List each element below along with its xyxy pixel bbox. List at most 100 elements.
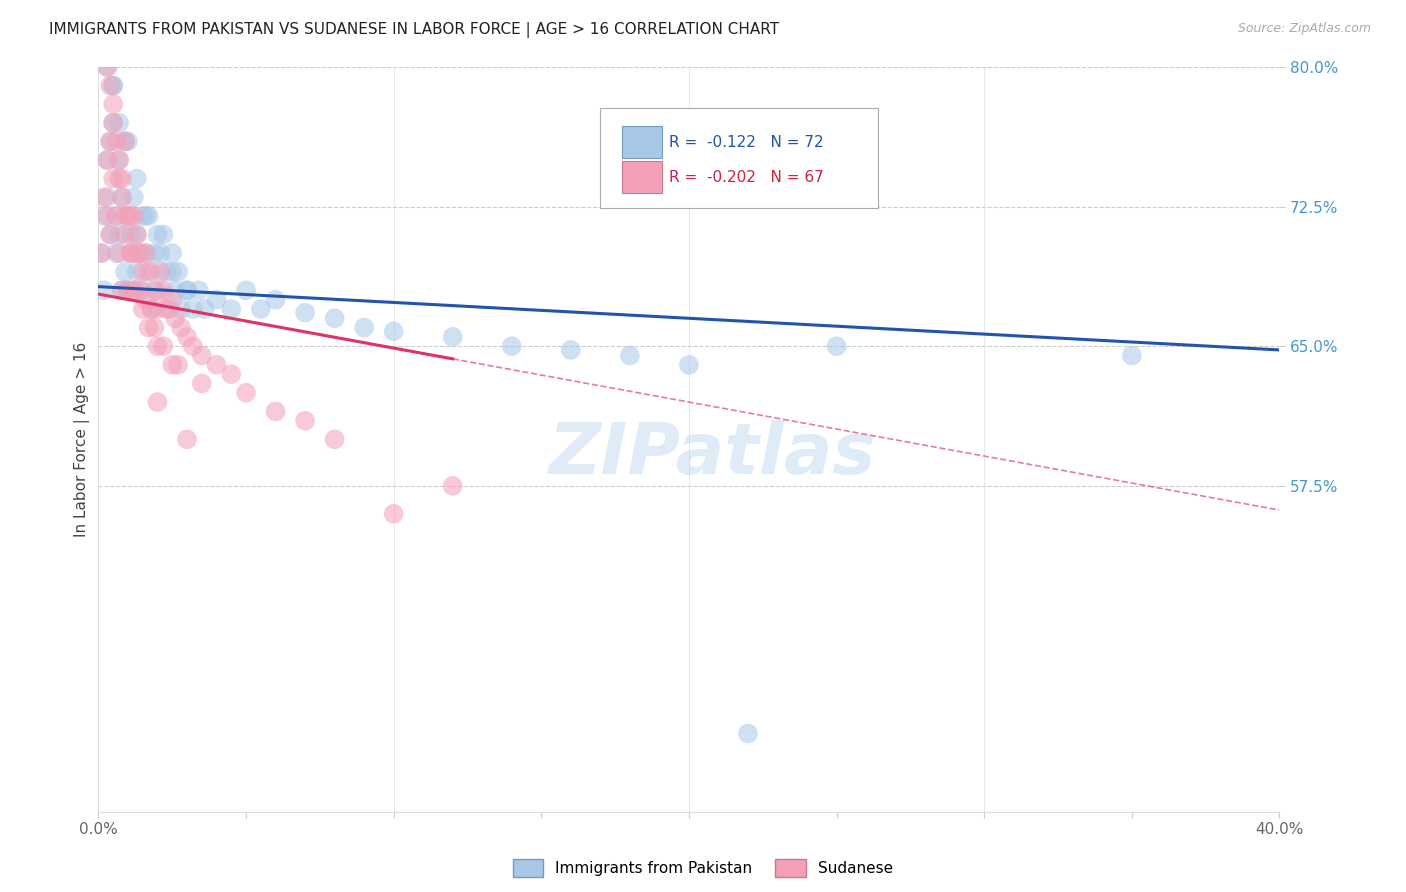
Point	[152, 283, 174, 297]
Point	[619, 349, 641, 363]
Point	[128, 246, 150, 260]
Legend: Immigrants from Pakistan, Sudanese: Immigrants from Pakistan, Sudanese	[506, 854, 900, 883]
Point	[111, 171, 134, 186]
Point	[108, 153, 131, 167]
Point	[141, 265, 163, 279]
Point	[825, 339, 848, 353]
Point	[382, 324, 405, 338]
Point	[125, 227, 148, 242]
Point	[125, 265, 148, 279]
Point	[105, 246, 128, 260]
Point	[117, 283, 139, 297]
Point	[176, 283, 198, 297]
Point	[176, 433, 198, 447]
Point	[170, 320, 193, 334]
Point	[194, 301, 217, 316]
Point	[125, 246, 148, 260]
Point	[146, 395, 169, 409]
Point	[221, 301, 243, 316]
Point	[114, 227, 136, 242]
Point	[117, 134, 139, 148]
Point	[141, 301, 163, 316]
Point	[98, 134, 121, 148]
Point	[90, 246, 112, 260]
Point	[128, 246, 150, 260]
Point	[205, 293, 228, 307]
Point	[152, 227, 174, 242]
Point	[152, 339, 174, 353]
Point	[117, 209, 139, 223]
Point	[181, 301, 204, 316]
Point	[135, 246, 157, 260]
Point	[103, 171, 125, 186]
Point	[108, 116, 131, 130]
Point	[441, 479, 464, 493]
Point	[108, 246, 131, 260]
Text: R =  -0.202   N = 67: R = -0.202 N = 67	[669, 169, 824, 185]
Point	[132, 265, 155, 279]
Point	[128, 283, 150, 297]
Point	[138, 265, 160, 279]
Point	[105, 209, 128, 223]
FancyBboxPatch shape	[621, 127, 662, 158]
Point	[93, 209, 115, 223]
Point	[103, 116, 125, 130]
Point	[108, 153, 131, 167]
Point	[155, 265, 177, 279]
Point	[191, 376, 214, 391]
Point	[294, 306, 316, 320]
Point	[108, 171, 131, 186]
Point	[120, 246, 142, 260]
Point	[162, 358, 183, 372]
Point	[98, 227, 121, 242]
Point	[167, 358, 190, 372]
Point	[264, 404, 287, 418]
Point	[114, 134, 136, 148]
Point	[165, 283, 187, 297]
Point	[96, 60, 118, 74]
Point	[117, 283, 139, 297]
Point	[162, 246, 183, 260]
Point	[235, 283, 257, 297]
Point	[138, 320, 160, 334]
Point	[111, 190, 134, 204]
Point	[149, 265, 172, 279]
Point	[382, 507, 405, 521]
Point	[141, 301, 163, 316]
Point	[135, 209, 157, 223]
Text: ZIPatlas: ZIPatlas	[548, 420, 876, 489]
Point	[122, 283, 145, 297]
Point	[120, 209, 142, 223]
Point	[103, 116, 125, 130]
Point	[205, 358, 228, 372]
Point	[105, 209, 128, 223]
Point	[96, 209, 118, 223]
Point	[105, 134, 128, 148]
Point	[146, 227, 169, 242]
Point	[143, 283, 166, 297]
Point	[125, 227, 148, 242]
Point	[114, 265, 136, 279]
Point	[114, 209, 136, 223]
Point	[323, 311, 346, 326]
Point	[167, 265, 190, 279]
Point	[176, 283, 198, 297]
Text: IMMIGRANTS FROM PAKISTAN VS SUDANESE IN LABOR FORCE | AGE > 16 CORRELATION CHART: IMMIGRANTS FROM PAKISTAN VS SUDANESE IN …	[49, 22, 779, 38]
Point	[132, 283, 155, 297]
Point	[191, 349, 214, 363]
Text: R =  -0.122   N = 72: R = -0.122 N = 72	[669, 135, 824, 150]
Point	[146, 339, 169, 353]
Point	[98, 227, 121, 242]
Point	[146, 283, 169, 297]
Point	[120, 246, 142, 260]
Point	[111, 283, 134, 297]
Point	[135, 293, 157, 307]
Point	[103, 78, 125, 93]
Point	[162, 293, 183, 307]
Point	[114, 134, 136, 148]
Point	[143, 320, 166, 334]
FancyBboxPatch shape	[600, 108, 877, 209]
Point	[111, 283, 134, 297]
Point	[120, 246, 142, 260]
Point	[132, 209, 155, 223]
